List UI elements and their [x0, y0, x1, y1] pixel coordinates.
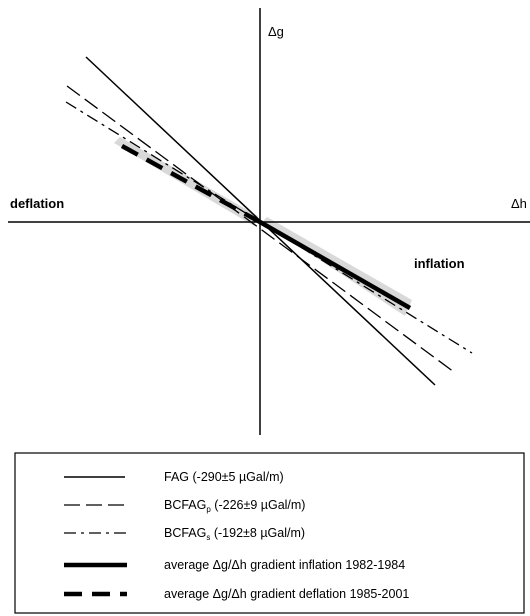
svg-text:BCFAGs (-192±8 µGal/m): BCFAGs (-192±8 µGal/m): [164, 526, 305, 542]
bcfag-p-line: [66, 85, 455, 373]
y-axis-label: Δg: [268, 24, 284, 39]
bcfag-s-line: [65, 101, 473, 354]
inflation-gradient-line: [258, 220, 412, 310]
svg-text:FAG (-290±5 µGal/m): FAG (-290±5 µGal/m): [164, 470, 284, 484]
x-axis-label: Δh: [511, 196, 527, 211]
deflation-label: deflation: [10, 196, 64, 211]
legend-subscript: p: [206, 505, 211, 514]
legend-value: (-290±5 µGal/m): [189, 470, 284, 484]
legend-label: average Δg/Δh gradient inflation 1982-19…: [164, 558, 405, 572]
legend-value: (-192±8 µGal/m): [210, 526, 305, 540]
svg-text:BCFAGp (-226±9 µGal/m): BCFAGp (-226±9 µGal/m): [164, 498, 305, 514]
legend-label: BCFAG: [164, 526, 206, 540]
legend-value: (-226±9 µGal/m): [211, 498, 306, 512]
legend-item: average Δg/Δh gradient inflation 1982-19…: [64, 558, 405, 572]
inflation-label: inflation: [414, 256, 465, 271]
legend-label: BCFAG: [164, 498, 206, 512]
legend-item: FAG (-290±5 µGal/m): [64, 470, 284, 484]
legend-item: average Δg/Δh gradient deflation 1985-20…: [64, 587, 409, 601]
svg-text:average Δg/Δh gradient inflati: average Δg/Δh gradient inflation 1982-19…: [164, 558, 405, 572]
legend-label: FAG: [164, 470, 189, 484]
legend-label: average Δg/Δh gradient deflation 1985-20…: [164, 587, 409, 601]
legend-subscript: s: [206, 533, 210, 542]
legend-item: BCFAGs (-192±8 µGal/m): [64, 526, 305, 542]
svg-text:average Δg/Δh gradient deflati: average Δg/Δh gradient deflation 1985-20…: [164, 587, 409, 601]
legend-item: BCFAGp (-226±9 µGal/m): [64, 498, 305, 514]
